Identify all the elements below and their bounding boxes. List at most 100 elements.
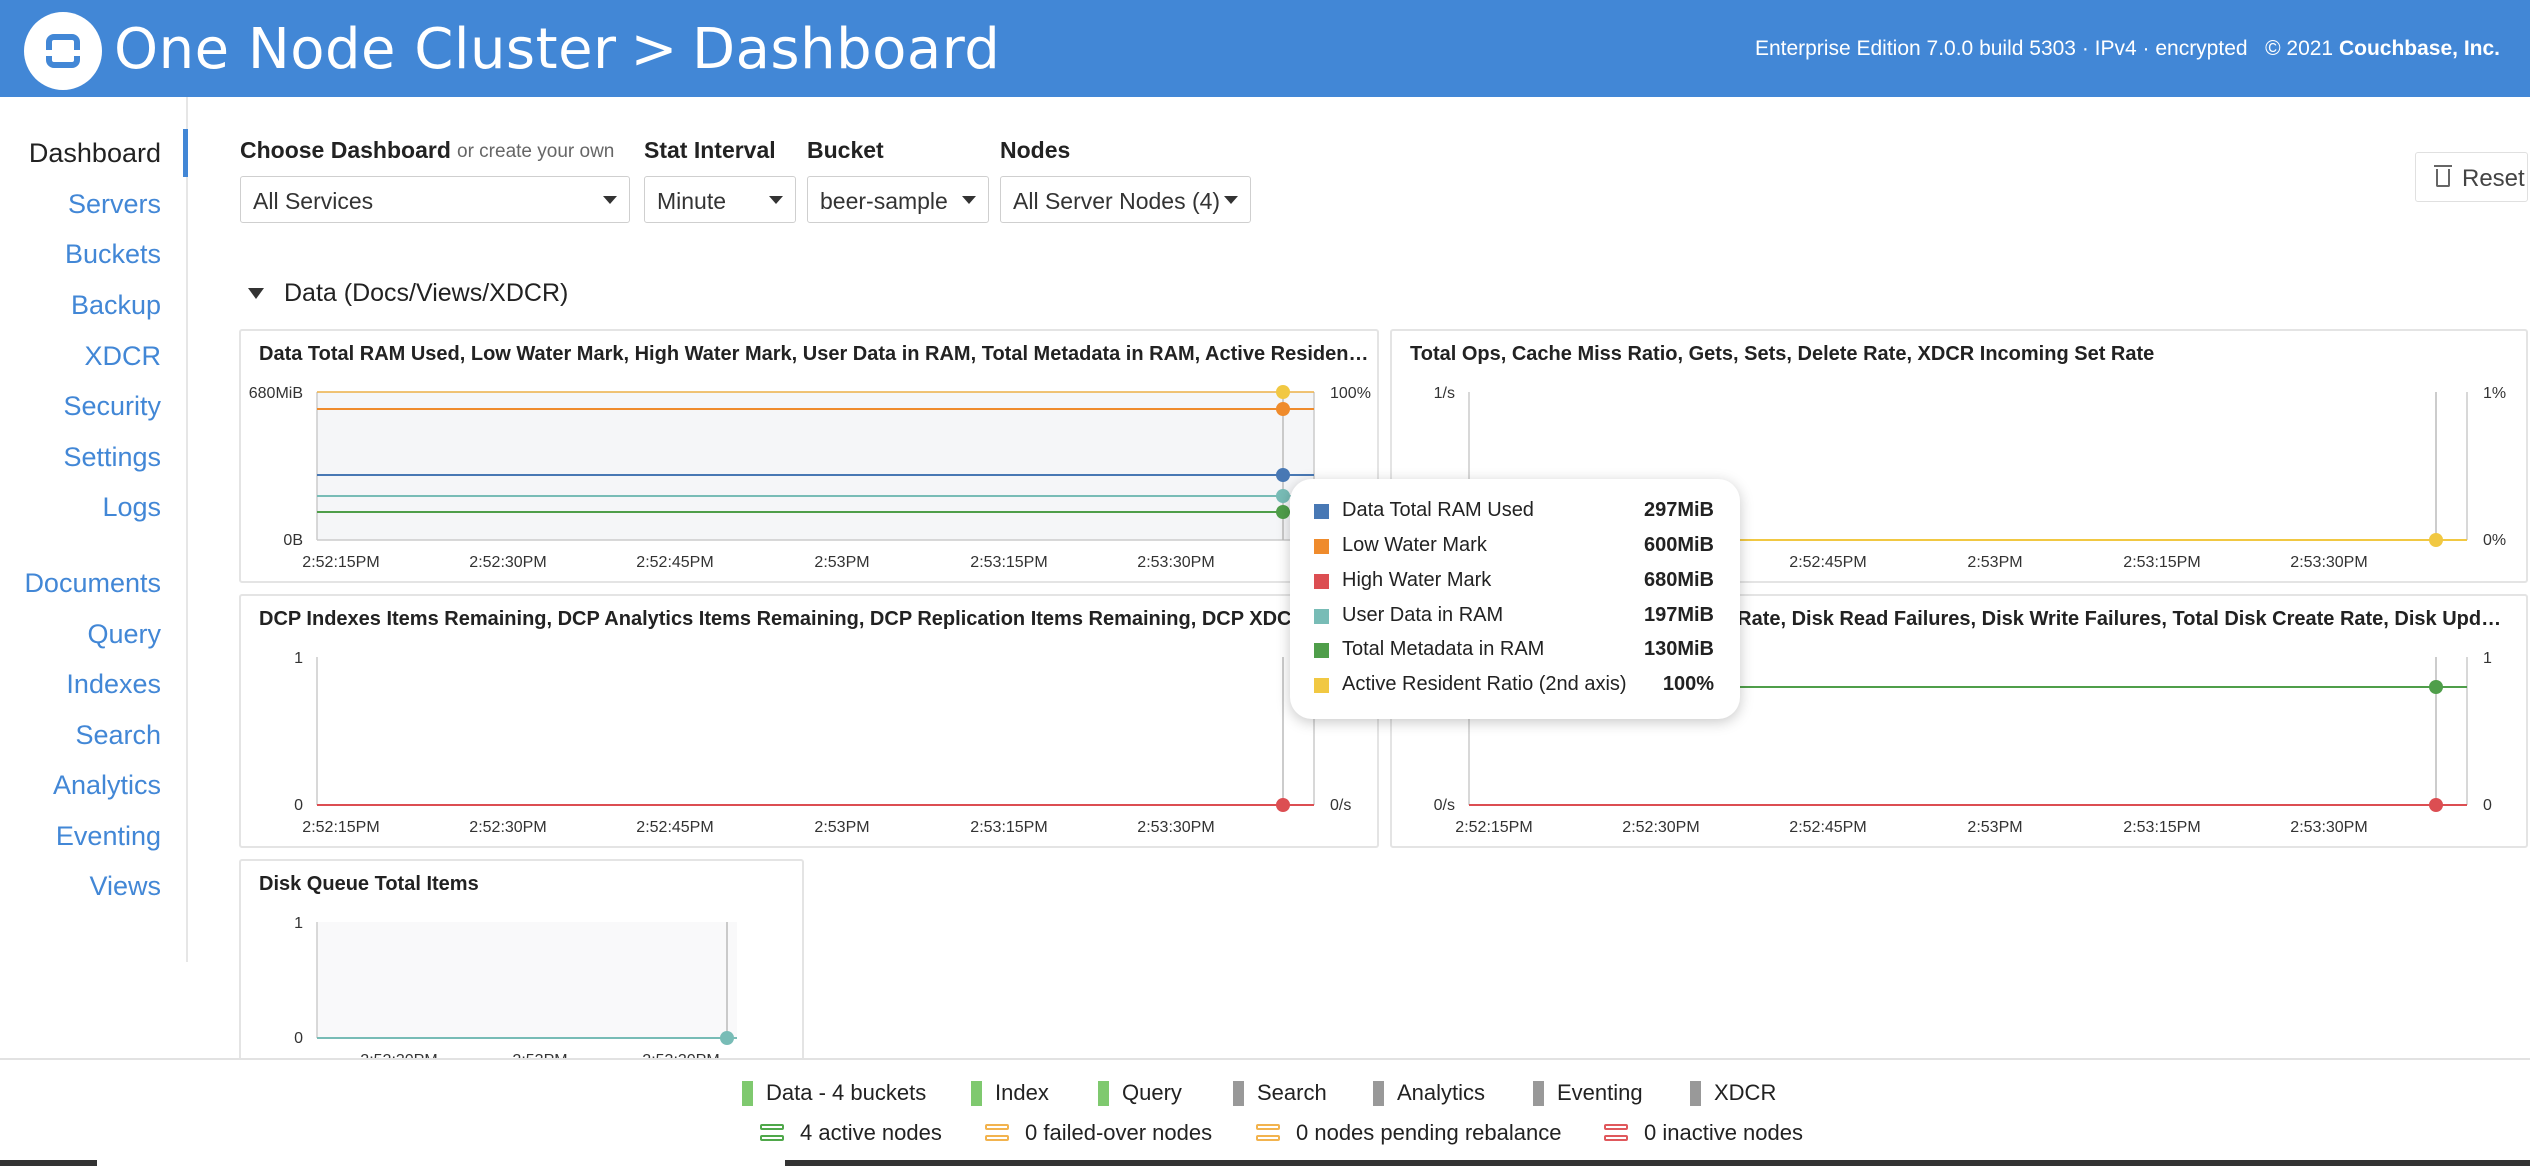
x-tick-label: 2:53PM xyxy=(1967,554,2022,571)
chart-card-dcp[interactable]: DCP Indexes Items Remaining, DCP Analyti… xyxy=(239,594,1379,848)
x-tick-labels: 2:52:15PM 2:52:30PM 2:52:45PM 2:53PM 2:5… xyxy=(302,819,1214,836)
tooltip-label: Total Metadata in RAM xyxy=(1342,638,1545,660)
marker-disk-size xyxy=(2429,680,2443,694)
chart-dcp-svg: 1 0 0/s 2:52:15PM 2:52:30PM 2:52:45PM 2:… xyxy=(294,650,1351,836)
bucket-select[interactable]: beer-sample xyxy=(807,176,989,223)
x-tick-label: 2:52:45PM xyxy=(1789,819,1866,836)
sidebar-item-search[interactable]: Search xyxy=(75,720,161,750)
interval-select-value: Minute xyxy=(657,188,727,214)
sidebar-item-query[interactable]: Query xyxy=(87,619,161,649)
tooltip-row: Data Total RAM Used 297MiB xyxy=(1314,499,1714,529)
sidebar-item-buckets[interactable]: Buckets xyxy=(64,239,161,269)
y2-tick-label: 0/s xyxy=(1330,797,1351,814)
nodes-select-value: All Server Nodes (4) xyxy=(1013,188,1221,214)
bucket-label: Bucket xyxy=(807,137,884,163)
tooltip-label: Low Water Mark xyxy=(1342,534,1487,556)
marker-dcp xyxy=(1276,798,1290,812)
y-tick-label: 1/s xyxy=(1434,385,1455,402)
couchbase-logo-icon[interactable] xyxy=(24,12,102,90)
x-tick-label: 2:53:15PM xyxy=(970,554,1047,571)
legend-swatch xyxy=(1314,609,1329,624)
x-tick-label: 2:53PM xyxy=(814,554,869,571)
y-tick-label: 0/s xyxy=(1434,797,1455,814)
y-tick-label: 0 xyxy=(294,1030,303,1047)
legend-swatch xyxy=(1314,678,1329,693)
sidebar-item-servers[interactable]: Servers xyxy=(67,189,161,219)
create-your-own-link[interactable]: or create your own xyxy=(457,141,615,162)
dashboard-select[interactable]: All Services xyxy=(240,176,630,223)
sidebar-item-security[interactable]: Security xyxy=(63,391,161,421)
sidebar-item-views[interactable]: Views xyxy=(89,871,161,901)
reset-label: Reset xyxy=(2462,165,2525,192)
tooltip-row: User Data in RAM 197MiB xyxy=(1314,604,1714,634)
marker-user-data xyxy=(1276,489,1290,503)
tooltip-row: High Water Mark 680MiB xyxy=(1314,569,1714,599)
sidebar-item-settings[interactable]: Settings xyxy=(63,442,161,472)
service-status-bar xyxy=(1233,1081,1244,1106)
service-status-bar xyxy=(971,1081,982,1106)
server-icon xyxy=(985,1122,1009,1144)
x-tick-labels: 2:52:15PM 2:52:30PM 2:52:45PM 2:53PM 2:5… xyxy=(1455,819,2367,836)
sidebar-item-backup[interactable]: Backup xyxy=(70,290,161,320)
x-tick-label: 2:53:30PM xyxy=(2290,554,2367,571)
x-tick-label: 2:52:30PM xyxy=(1622,819,1699,836)
chart-card-disk-queue[interactable]: Disk Queue Total Items 1 0 2:52:30PM 2:5… xyxy=(239,859,804,1064)
x-tick-label: 2:52:15PM xyxy=(302,554,379,571)
server-icon xyxy=(760,1122,784,1144)
x-tick-label: 2:53:15PM xyxy=(2123,554,2200,571)
sidebar-item-indexes[interactable]: Indexes xyxy=(66,669,161,699)
chart-card-ram[interactable]: Data Total RAM Used, Low Water Mark, Hig… xyxy=(239,329,1379,583)
marker-metadata xyxy=(1276,505,1290,519)
service-label: Eventing xyxy=(1557,1080,1643,1105)
window-edge xyxy=(0,1160,97,1166)
sidebar-item-documents[interactable]: Documents xyxy=(24,568,161,598)
chevron-down-icon xyxy=(603,196,617,204)
server-icon xyxy=(1604,1122,1628,1144)
x-tick-label: 2:53:15PM xyxy=(970,819,1047,836)
page-title: One Node Cluster > Dashboard xyxy=(114,17,1000,82)
service-status-bar xyxy=(1373,1081,1384,1106)
reset-button[interactable]: Reset xyxy=(2415,152,2528,202)
sidebar-item-logs[interactable]: Logs xyxy=(102,492,161,522)
legend-swatch xyxy=(1314,643,1329,658)
chart-tooltip: Data Total RAM Used 297MiB Low Water Mar… xyxy=(1290,479,1740,719)
sidebar-item-xdcr[interactable]: XDCR xyxy=(84,341,161,371)
x-tick-label: 2:52:30PM xyxy=(469,819,546,836)
tooltip-label: Data Total RAM Used xyxy=(1342,499,1534,521)
tooltip-label: Active Resident Ratio (2nd axis) xyxy=(1342,673,1627,695)
tooltip-value: 297MiB xyxy=(1643,499,1714,521)
node-status-label: 0 failed-over nodes xyxy=(1025,1120,1213,1145)
sidebar-item-eventing[interactable]: Eventing xyxy=(55,821,161,851)
tooltip-value: 680MiB xyxy=(1643,569,1714,591)
choose-dashboard-label: Choose Dashboard xyxy=(240,137,451,163)
service-status-bar xyxy=(1098,1081,1109,1106)
x-tick-label: 2:53:30PM xyxy=(1137,554,1214,571)
tooltip-value: 130MiB xyxy=(1643,638,1714,660)
marker-disk-failures xyxy=(2429,798,2443,812)
tooltip-label: High Water Mark xyxy=(1342,569,1492,591)
sidebar-item-analytics[interactable]: Analytics xyxy=(52,770,161,800)
nodes-select[interactable]: All Server Nodes (4) xyxy=(1000,176,1251,223)
service-label: Search xyxy=(1257,1080,1327,1105)
y-tick-label: 1 xyxy=(294,915,303,932)
marker-low-water xyxy=(1276,402,1290,416)
tooltip-row: Total Metadata in RAM 130MiB xyxy=(1314,638,1714,668)
chevron-down-icon xyxy=(962,196,976,204)
sidebar-item-dashboard[interactable]: Dashboard xyxy=(28,138,161,168)
bucket-select-value: beer-sample xyxy=(820,188,948,214)
x-tick-label: 2:52:45PM xyxy=(636,819,713,836)
interval-select[interactable]: Minute xyxy=(644,176,796,223)
y2-tick-label: 100% xyxy=(1330,385,1371,402)
x-tick-label: 2:52:30PM xyxy=(469,554,546,571)
chevron-down-icon xyxy=(1224,196,1238,204)
edition-text: Enterprise Edition 7.0.0 build 5303 · IP… xyxy=(1754,37,2248,60)
plot-area xyxy=(317,922,737,1038)
y2-tick-label: 1% xyxy=(2483,385,2506,402)
status-footer: Data - 4 buckets Index Query Search Anal… xyxy=(0,1058,2530,1166)
y-tick-label: 0 xyxy=(294,797,303,814)
plot-area xyxy=(317,392,1314,540)
cluster-name[interactable]: One Node Cluster xyxy=(114,17,617,82)
tooltip-row: Low Water Mark 600MiB xyxy=(1314,534,1714,564)
page-name: Dashboard xyxy=(691,17,1001,82)
x-tick-label: 2:53:30PM xyxy=(642,1052,719,1064)
